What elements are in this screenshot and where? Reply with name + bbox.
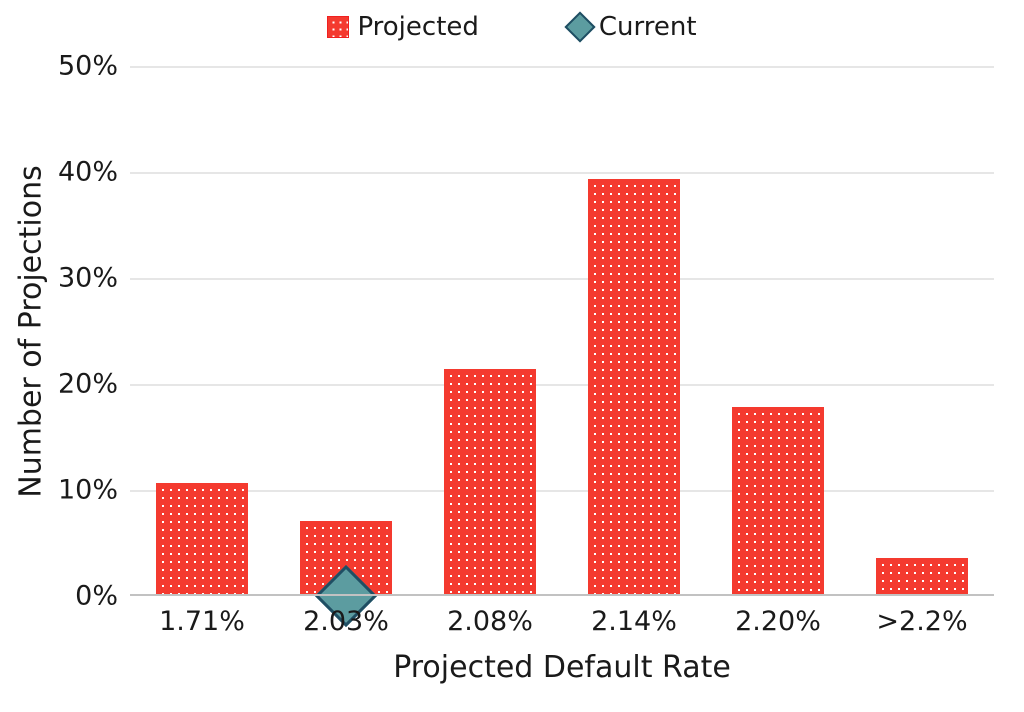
bar-3	[588, 179, 680, 596]
x-cat-1: 2.03%	[303, 606, 389, 637]
gridline	[130, 490, 994, 492]
legend-swatch-projected	[327, 16, 349, 38]
x-cat-0: 1.71%	[159, 606, 245, 637]
x-axis-title: Projected Default Rate	[130, 650, 994, 685]
x-axis-line	[130, 594, 994, 596]
legend-item-projected: Projected	[327, 12, 478, 42]
legend: Projected Current	[0, 12, 1024, 42]
legend-label-projected: Projected	[357, 12, 478, 42]
x-cat-4: 2.20%	[735, 606, 821, 637]
bar-4	[732, 407, 824, 596]
x-cat-5: >2.2%	[876, 606, 967, 637]
gridline	[130, 278, 994, 280]
y-axis-title-text: Number of Projections	[14, 165, 49, 497]
default-rate-histogram: Projected Current 0% 10% 20% 30% 40% 50%…	[0, 0, 1024, 712]
bar-5	[876, 558, 968, 596]
bar-0	[156, 483, 248, 596]
plot-area	[130, 66, 994, 596]
x-category-labels: 1.71% 2.03% 2.08% 2.14% 2.20% >2.2%	[130, 606, 994, 646]
gridline	[130, 172, 994, 174]
x-cat-3: 2.14%	[591, 606, 677, 637]
gridline	[130, 384, 994, 386]
legend-item-current: Current	[569, 12, 697, 42]
bar-2	[444, 369, 536, 596]
legend-label-current: Current	[599, 12, 697, 42]
y-axis-title: Number of Projections	[14, 66, 48, 596]
legend-swatch-current	[564, 11, 595, 42]
gridline	[130, 66, 994, 68]
x-cat-2: 2.08%	[447, 606, 533, 637]
